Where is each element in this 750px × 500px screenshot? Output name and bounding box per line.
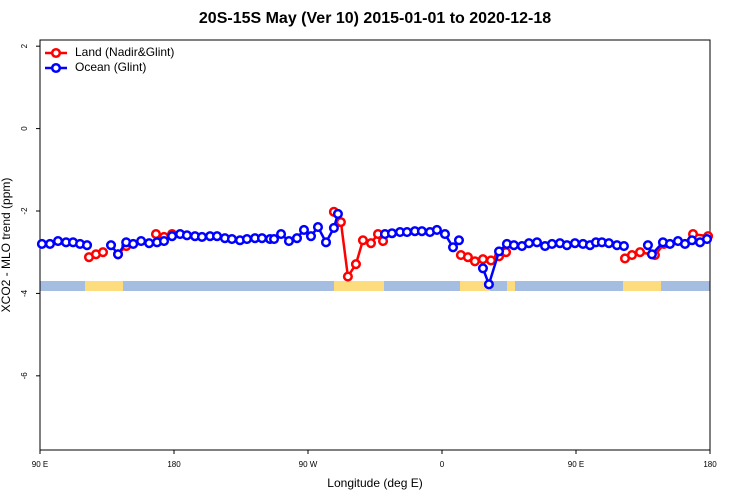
x-tick-label: 180: [167, 460, 181, 469]
chart-title: 20S-15S May (Ver 10) 2015-01-01 to 2020-…: [199, 10, 551, 27]
data-point: [508, 240, 519, 251]
data-point: [320, 237, 332, 248]
data-point: [150, 229, 162, 240]
x-axis-label: Longitude (deg E): [327, 476, 422, 490]
data-point: [241, 233, 253, 245]
legend-marker: [50, 47, 62, 59]
data-point: [335, 217, 346, 228]
data-point: [342, 271, 353, 282]
data-point: [357, 235, 368, 246]
data-point: [144, 238, 155, 249]
data-point: [332, 208, 343, 219]
data-point: [276, 229, 287, 240]
data-point: [167, 231, 178, 242]
x-tick-label: 90 W: [299, 460, 318, 469]
data-point: [477, 263, 488, 274]
data-point: [561, 240, 572, 251]
y-tick-label: 2: [20, 43, 29, 48]
data-point: [256, 233, 268, 244]
data-point: [523, 238, 535, 249]
data-point: [401, 226, 413, 238]
data-point: [634, 247, 646, 258]
data-point: [181, 230, 193, 241]
data-point: [158, 236, 170, 247]
data-point: [312, 222, 324, 233]
data-point: [603, 238, 614, 249]
y-tick-label: -4: [20, 289, 29, 297]
data-point: [447, 242, 459, 253]
data-point: [365, 238, 377, 249]
data-point: [52, 236, 64, 247]
data-point: [642, 240, 653, 251]
data-point: [305, 231, 317, 242]
data-point: [431, 224, 442, 236]
data-point: [469, 256, 480, 267]
data-point: [531, 237, 543, 248]
data-point: [386, 228, 398, 239]
data-point: [81, 240, 93, 251]
data-point: [626, 250, 638, 261]
data-point: [112, 249, 124, 260]
data-point: [701, 233, 713, 245]
series-line: [41, 213, 708, 289]
data-point: [485, 255, 497, 266]
x-tick-label: 0: [440, 460, 445, 469]
data-point: [686, 235, 698, 246]
data-point: [226, 233, 237, 245]
data-point: [350, 259, 361, 270]
data-point: [546, 238, 558, 250]
data-point: [298, 224, 310, 236]
data-point: [136, 236, 147, 247]
data-point: [483, 279, 494, 290]
data-point: [416, 226, 427, 237]
data-point: [211, 231, 223, 242]
data-point: [283, 236, 294, 247]
surface-strip: [40, 281, 710, 291]
data-point: [569, 238, 581, 249]
data-point: [462, 252, 473, 263]
y-axis-label: XCO2 - MLO trend (ppm): [0, 178, 13, 313]
data-point: [105, 240, 117, 251]
data-point: [493, 246, 505, 257]
data-point: [44, 238, 56, 250]
data-point: [453, 235, 465, 246]
x-tick-label: 180: [703, 460, 717, 469]
legend-label: Ocean (Glint): [75, 60, 146, 74]
y-tick-label: 0: [20, 126, 29, 131]
legend-marker: [50, 62, 62, 74]
data-point: [664, 238, 675, 250]
data-point: [477, 254, 488, 265]
data-point: [97, 247, 109, 258]
data-point: [439, 229, 451, 240]
x-tick-label: 90 E: [568, 460, 584, 469]
x-tick-label: 90 E: [32, 460, 48, 469]
legend-label: Land (Nadir&Glint): [75, 45, 174, 59]
data-point: [196, 231, 208, 243]
data-point: [269, 233, 280, 245]
y-tick-label: -2: [20, 207, 29, 215]
data-point: [36, 238, 47, 250]
data-point: [618, 240, 629, 252]
data-point: [646, 249, 657, 260]
data-point: [328, 222, 339, 233]
y-tick-label: -6: [20, 372, 29, 380]
data-point: [128, 238, 139, 250]
data-point: [291, 233, 303, 244]
